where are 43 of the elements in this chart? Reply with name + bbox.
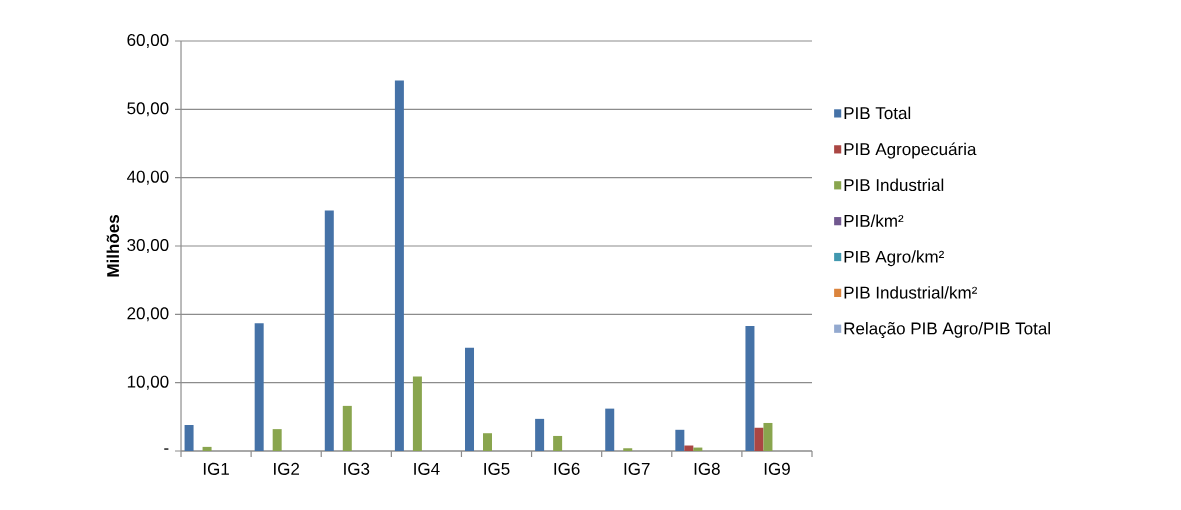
bar	[754, 427, 764, 451]
bar	[184, 425, 194, 451]
x-tick-label: IG1	[203, 462, 229, 475]
bar	[394, 80, 404, 451]
legend-label: PIB/km²	[844, 214, 904, 227]
legend-label: PIB Agropecuária	[844, 142, 977, 159]
bar	[684, 445, 694, 451]
y-tick-label: 30,00	[127, 238, 169, 254]
bar	[553, 435, 563, 451]
legend-label: PIB Total	[844, 106, 911, 120]
bar	[412, 376, 422, 451]
legend-label: PIB Industrial	[844, 178, 944, 192]
bar	[254, 323, 264, 451]
bar	[745, 325, 755, 451]
bar	[465, 347, 475, 451]
bar	[535, 418, 545, 451]
x-tick-label: IG5	[484, 462, 510, 475]
bar	[605, 408, 615, 451]
legend-label: PIB Agro/km²	[844, 250, 944, 267]
bar	[763, 422, 773, 451]
y-axis-title: Milhões	[106, 215, 120, 277]
bar	[623, 448, 633, 451]
x-tick-label: IG6	[554, 462, 580, 475]
y-tick-label: -	[164, 448, 169, 450]
y-tick-label: 50,00	[127, 102, 169, 117]
x-tick-label: IG4	[414, 462, 440, 475]
y-tick-label: 40,00	[127, 170, 169, 185]
bar	[202, 446, 212, 451]
bar	[675, 429, 685, 451]
bar	[342, 405, 352, 451]
y-tick-label: 60,00	[127, 33, 169, 49]
x-tick-label: IG7	[624, 462, 650, 475]
x-tick-label: IG3	[344, 462, 370, 475]
legend-label: Relação PIB Agro/PIB Total	[844, 322, 1050, 338]
bar	[272, 429, 282, 451]
y-tick-label: 20,00	[127, 307, 169, 322]
x-tick-label: IG9	[764, 462, 790, 475]
x-tick-label: IG8	[694, 462, 720, 475]
x-tick-label: IG2	[274, 462, 300, 475]
y-tick-label: 10,00	[127, 375, 169, 390]
bar	[324, 210, 334, 451]
bar	[483, 433, 493, 451]
legend-label: PIB Industrial/km²	[844, 286, 978, 299]
